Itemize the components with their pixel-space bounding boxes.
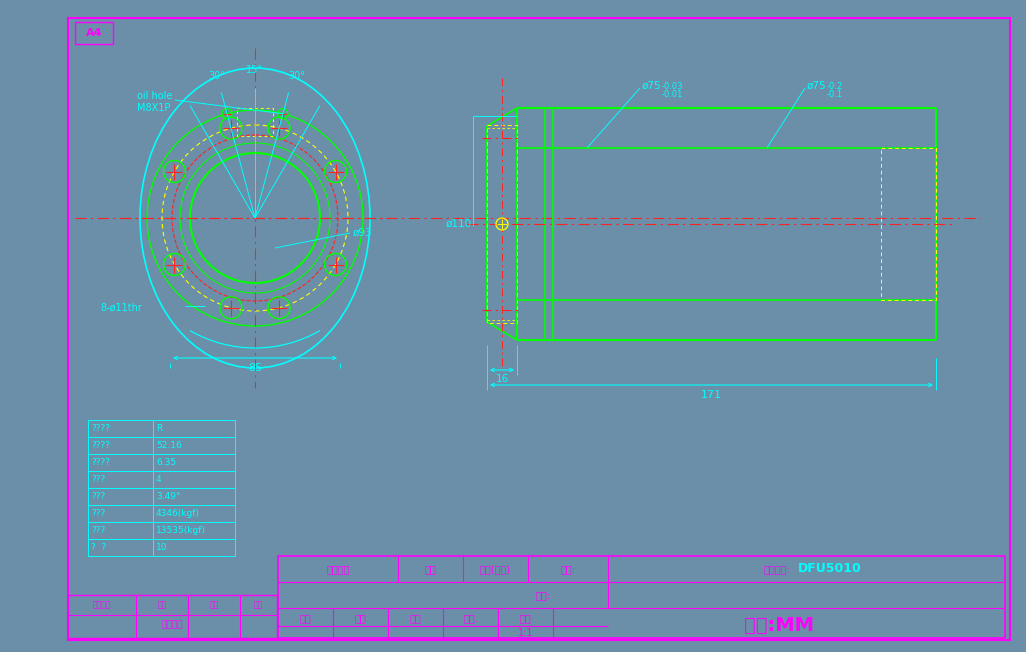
Text: -0.2: -0.2 — [827, 82, 843, 91]
Bar — [88, 539, 153, 556]
Bar — [487, 125, 517, 323]
Text: R: R — [156, 424, 162, 433]
Text: 参考图号:: 参考图号: — [763, 564, 790, 574]
Text: ???: ??? — [91, 475, 106, 484]
Text: 日期: 日期 — [425, 564, 436, 574]
Text: 数量(单台): 数量(单台) — [480, 564, 511, 574]
Text: 绘图: 绘图 — [300, 613, 311, 623]
Text: 30°: 30° — [208, 71, 226, 81]
Text: ø75: ø75 — [642, 81, 662, 91]
Text: 13535(kgf): 13535(kgf) — [156, 526, 206, 535]
Bar — [88, 420, 153, 437]
Text: 171: 171 — [701, 390, 722, 400]
Text: ø110: ø110 — [446, 219, 472, 229]
Bar — [278, 556, 1005, 638]
Text: 比例: 比例 — [519, 613, 531, 623]
Bar — [88, 437, 153, 454]
Text: 6.35: 6.35 — [156, 458, 176, 467]
Text: 设计: 设计 — [355, 613, 366, 623]
Bar — [88, 471, 153, 488]
Bar — [153, 539, 235, 556]
Text: ????: ???? — [91, 441, 110, 450]
Text: A4: A4 — [86, 28, 103, 38]
Bar — [153, 420, 235, 437]
Bar — [153, 488, 235, 505]
Text: DFU5010: DFU5010 — [798, 563, 862, 576]
Text: ????: ???? — [91, 458, 110, 467]
Text: ???: ??? — [91, 509, 106, 518]
Text: 3.49°: 3.49° — [156, 492, 181, 501]
Bar — [88, 522, 153, 539]
Bar — [88, 505, 153, 522]
Text: M8X1P: M8X1P — [137, 103, 170, 113]
Text: ????: ???? — [91, 424, 110, 433]
Text: 单位:MM: 单位:MM — [744, 615, 814, 634]
Text: 处数: 处数 — [157, 600, 166, 610]
Text: 52.16: 52.16 — [156, 441, 182, 450]
Text: 1:1: 1:1 — [518, 628, 534, 638]
Text: 15°: 15° — [246, 65, 264, 75]
Text: 签名: 签名 — [253, 600, 263, 610]
Text: 审核: 审核 — [409, 613, 422, 623]
Text: ???: ??? — [91, 492, 106, 501]
Text: 30°: 30° — [288, 71, 306, 81]
Text: 客户名称: 客户名称 — [326, 564, 350, 574]
Text: 材料:: 材料: — [536, 590, 551, 600]
Text: ø93: ø93 — [353, 228, 372, 238]
Bar — [68, 595, 277, 638]
Text: 更改标记: 更改标记 — [92, 600, 111, 610]
Bar — [88, 488, 153, 505]
Bar — [75, 22, 113, 44]
Bar — [88, 454, 153, 471]
Text: -0.1: -0.1 — [827, 90, 843, 99]
Text: oil hole: oil hole — [137, 91, 172, 101]
Bar — [153, 437, 235, 454]
Text: -0.03: -0.03 — [662, 82, 683, 91]
Text: ???: ??? — [91, 526, 106, 535]
Text: -0.01: -0.01 — [662, 90, 683, 99]
Text: 10: 10 — [156, 543, 167, 552]
Bar — [153, 505, 235, 522]
Text: 型号:: 型号: — [560, 564, 576, 574]
Text: 客户确认: 客户确认 — [162, 621, 184, 629]
Bar — [237, 108, 273, 136]
Text: 4346(kgf): 4346(kgf) — [156, 509, 200, 518]
Text: 8-ø11thr: 8-ø11thr — [100, 303, 142, 313]
Bar — [153, 471, 235, 488]
Bar — [881, 148, 936, 300]
Text: 日期: 日期 — [209, 600, 219, 610]
Text: ?  ?: ? ? — [91, 543, 107, 552]
Text: 视角.: 视角. — [463, 613, 478, 623]
Bar — [153, 454, 235, 471]
Text: 85: 85 — [248, 363, 262, 373]
Text: ø75: ø75 — [807, 81, 827, 91]
Text: 4: 4 — [156, 475, 162, 484]
Text: 16: 16 — [496, 374, 509, 384]
Bar — [153, 522, 235, 539]
